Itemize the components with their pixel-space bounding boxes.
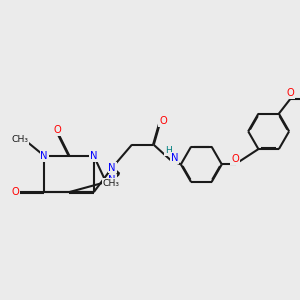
Text: N: N <box>171 153 178 163</box>
Text: N: N <box>109 176 116 185</box>
Text: H: H <box>165 146 172 155</box>
Text: O: O <box>231 154 239 164</box>
Text: CH₃: CH₃ <box>12 135 28 144</box>
Text: O: O <box>159 116 167 126</box>
Text: N: N <box>109 163 116 172</box>
Text: N: N <box>40 151 48 161</box>
Text: O: O <box>286 88 294 98</box>
Text: CH₃: CH₃ <box>103 179 120 188</box>
Text: O: O <box>54 125 61 135</box>
Text: N: N <box>90 151 98 161</box>
Text: O: O <box>11 187 19 197</box>
